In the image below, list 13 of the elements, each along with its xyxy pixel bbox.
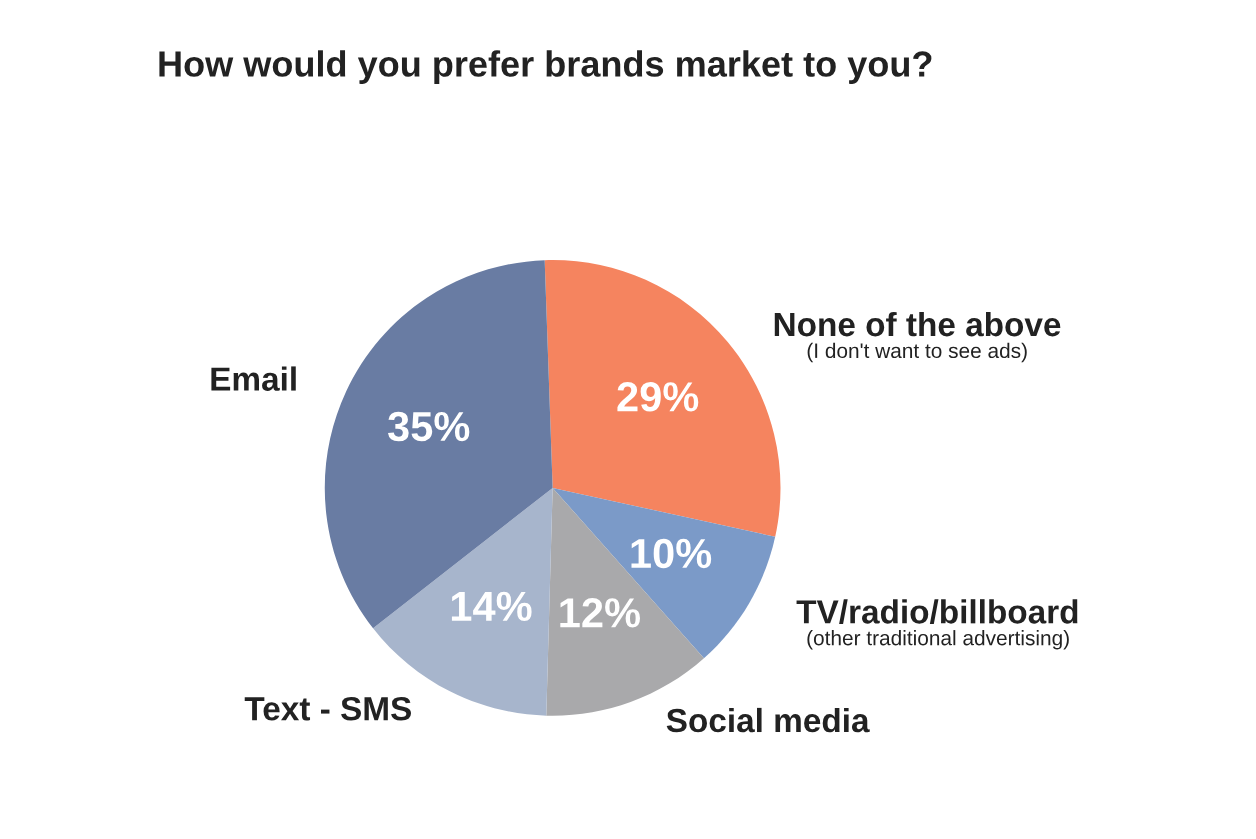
slice-label: TV/radio/billboard (other traditional advertising) <box>796 599 1078 650</box>
slice-label: Email <box>211 366 296 391</box>
chart-title: How would you prefer brands market to you? <box>159 50 932 84</box>
data-label: 14% <box>451 591 532 622</box>
slice-label: Social media <box>666 707 870 733</box>
slice-label: Text - SMS <box>244 696 411 721</box>
data-label: 10% <box>631 538 712 569</box>
data-label: 29% <box>617 382 699 412</box>
data-label: 12% <box>560 598 640 628</box>
pie-slice <box>552 487 776 659</box>
data-label: 35% <box>387 411 470 442</box>
pie-slice <box>324 260 553 629</box>
slice-label: None of the above (I don't want to see ads) <box>774 311 1061 363</box>
